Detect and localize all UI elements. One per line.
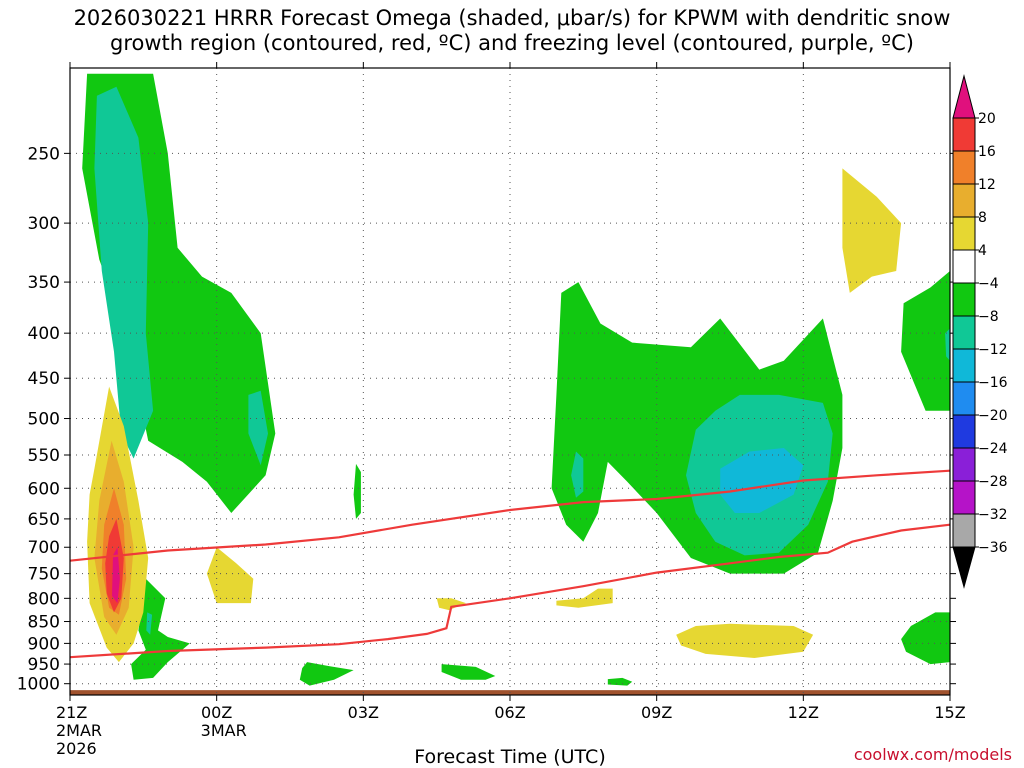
colorbar-band [952, 183, 976, 218]
omega-region [146, 612, 153, 635]
x-axis-label: Forecast Time (UTC) [414, 746, 605, 768]
omega-region [94, 86, 154, 459]
y-tick-label: 550 [28, 446, 60, 466]
colorbar-label: −8 [978, 309, 999, 325]
y-tick-label: 450 [28, 369, 60, 389]
y-axis: 2503003504004505005506006507007508008509… [17, 144, 956, 695]
x-tick-label: 12Z [788, 703, 819, 722]
credit-link[interactable]: coolwx.com/models [853, 745, 1012, 764]
chart-title: 2026030221 HRRR Forecast Omega (shaded, … [0, 6, 1024, 56]
colorbar-label: 20 [978, 111, 996, 127]
colorbar-label: 4 [978, 243, 987, 259]
colorbar-label: −20 [978, 408, 1008, 424]
colorbar-label: 8 [978, 210, 987, 226]
omega-region [901, 271, 950, 411]
omega-region [441, 664, 496, 680]
omega-region-positive [842, 168, 902, 293]
omega-region [571, 451, 584, 498]
y-tick-label: 700 [28, 538, 60, 558]
colorbar-band [952, 348, 976, 383]
x-tick-label: 09Z [641, 703, 672, 722]
x-tick-sublabel-date: 3MAR [201, 721, 247, 740]
y-tick-label: 800 [28, 589, 60, 609]
temperature-contours [70, 469, 950, 659]
omega-region [901, 612, 950, 665]
colorbar-band [952, 249, 976, 284]
y-tick-label: 500 [28, 410, 60, 430]
colorbar-band [952, 282, 976, 317]
colorbar-label: −4 [978, 276, 999, 292]
colorbar-label: −36 [978, 540, 1008, 556]
omega-region [353, 463, 361, 519]
omega-region [945, 328, 950, 361]
x-tick-label: 00Z [201, 703, 232, 722]
y-tick-label: 1000 [17, 675, 60, 695]
omega-region [131, 578, 190, 680]
omega-region-positive [112, 547, 120, 604]
colorbar-cap-bottom [952, 546, 976, 589]
colorbar-label: 12 [978, 177, 996, 193]
colorbar-band [952, 216, 976, 251]
colorbar-label: 16 [978, 144, 996, 160]
omega-region-positive [206, 547, 254, 604]
omega-region [607, 677, 633, 686]
y-tick-label: 350 [28, 273, 60, 293]
colorbar-band [952, 414, 976, 449]
y-tick-label: 900 [28, 634, 60, 654]
x-tick-label: 15Z [934, 703, 965, 722]
x-tick-sublabel-date: 2MAR [56, 721, 102, 740]
colorbar-label: −16 [978, 375, 1008, 391]
colorbar-label: −28 [978, 474, 1008, 490]
x-tick-label: 03Z [348, 703, 379, 722]
colorbar-band [952, 480, 976, 515]
x-tick-sublabel-year: 2026 [56, 739, 97, 758]
y-tick-label: 400 [28, 324, 60, 344]
y-tick-label: 250 [28, 144, 60, 164]
red-contour--12C [70, 469, 950, 562]
x-tick-label: 21Z [56, 703, 87, 722]
omega-shading [70, 73, 950, 695]
chart-title-line2: growth region (contoured, red, ºC) and f… [110, 31, 914, 55]
chart-title-line1: 2026030221 HRRR Forecast Omega (shaded, … [73, 6, 951, 30]
colorbar-cap-top [952, 74, 976, 119]
y-tick-label: 950 [28, 655, 60, 675]
colorbar: 20 16 12 8 4 −4 −8 −12 −16 −20 −24 −28 −32 −36 [952, 74, 1008, 589]
omega-region [299, 662, 354, 686]
colorbar-label: −12 [978, 342, 1008, 358]
colorbar-label: −24 [978, 441, 1008, 457]
colorbar-band [952, 117, 976, 152]
colorbar-band [952, 447, 976, 482]
omega-region-positive [676, 623, 814, 658]
colorbar-band [952, 150, 976, 185]
colorbar-band [952, 315, 976, 350]
x-tick-label: 06Z [494, 703, 525, 722]
omega-region [720, 448, 804, 513]
omega-region-positive [436, 598, 466, 611]
y-tick-label: 750 [28, 565, 60, 585]
omega-region-positive [556, 588, 613, 608]
y-tick-label: 300 [28, 214, 60, 234]
colorbar-band [952, 381, 976, 416]
y-tick-label: 650 [28, 510, 60, 530]
omega-region [248, 390, 268, 466]
colorbar-band [952, 513, 976, 548]
colorbar-label: −32 [978, 507, 1008, 523]
y-tick-label: 850 [28, 613, 60, 633]
red-contour--18C [70, 523, 950, 659]
y-tick-label: 600 [28, 479, 60, 499]
